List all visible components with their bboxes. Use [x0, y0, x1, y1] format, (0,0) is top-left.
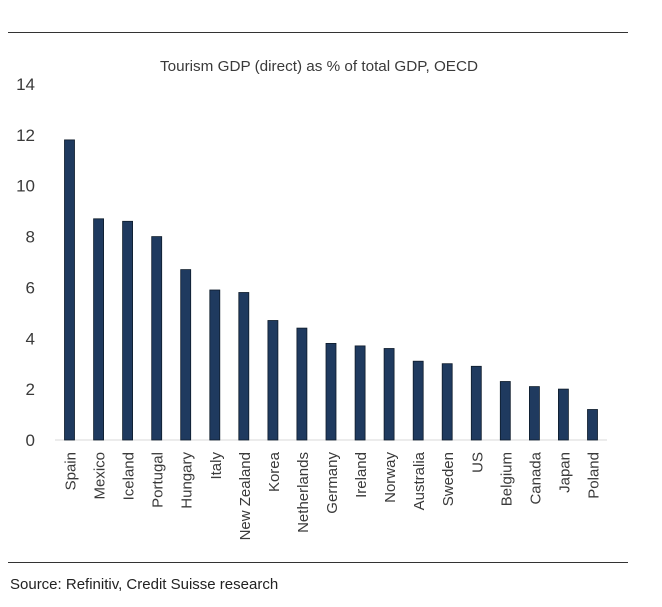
- y-tick-label: 2: [26, 380, 35, 399]
- y-tick-label: 10: [16, 177, 35, 196]
- x-tick-label: New Zealand: [237, 452, 254, 540]
- y-tick-label: 14: [16, 75, 35, 94]
- bar-belgium: [499, 381, 511, 441]
- x-tick-label: Belgium: [498, 452, 515, 506]
- x-tick-label: Hungary: [179, 452, 196, 509]
- bar-portugal: [151, 236, 163, 441]
- x-axis-labels: Spain Mexico Iceland Portugal Hungary Italy Ne…: [63, 451, 603, 540]
- x-tick-label: Canada: [527, 451, 544, 504]
- bar-italy: [209, 289, 221, 441]
- bar-us: [470, 365, 482, 441]
- x-tick-label: Ireland: [353, 452, 370, 498]
- x-tick-label: Japan: [556, 452, 573, 493]
- bar-norway: [383, 348, 395, 441]
- x-tick-label: Portugal: [150, 452, 167, 508]
- bar-germany: [325, 342, 337, 441]
- bar-poland: [587, 409, 598, 441]
- bar-hungary: [180, 269, 192, 441]
- x-tick-label: Netherlands: [295, 452, 312, 533]
- y-tick-label: 6: [26, 278, 35, 297]
- bottom-rule: [8, 562, 628, 563]
- bar-new-zealand: [238, 292, 250, 441]
- x-tick-label: Mexico: [92, 452, 109, 500]
- bar-spain: [64, 139, 75, 441]
- x-tick-label: Australia: [411, 451, 428, 510]
- y-tick-label: 8: [26, 228, 35, 247]
- x-tick-label: Iceland: [121, 452, 138, 500]
- bar-canada: [529, 386, 540, 441]
- bar-netherlands: [296, 327, 308, 441]
- bar-mexico: [93, 218, 104, 441]
- chart-title: Tourism GDP (direct) as % of total GDP, …: [160, 58, 478, 75]
- bar-australia: [412, 360, 424, 441]
- x-tick-label: Italy: [208, 452, 225, 480]
- x-tick-label: Sweden: [440, 452, 457, 506]
- x-tick-label: Germany: [324, 452, 341, 514]
- bar-iceland: [122, 220, 133, 441]
- y-tick-label: 4: [26, 329, 35, 348]
- bar-korea: [267, 320, 279, 441]
- x-tick-label: Spain: [63, 452, 80, 490]
- bar-sweden: [441, 363, 453, 441]
- y-axis: 0 2 4 6 8 10 12 14: [16, 75, 35, 450]
- bars: [64, 139, 598, 441]
- bar-ireland: [354, 345, 366, 441]
- x-tick-label: Korea: [266, 451, 283, 492]
- x-tick-label: Poland: [585, 452, 602, 499]
- bar-japan: [558, 388, 569, 441]
- source-note: Source: Refinitiv, Credit Suisse researc…: [10, 576, 279, 593]
- y-tick-label: 0: [26, 431, 35, 450]
- top-rule: [8, 32, 628, 33]
- x-tick-label: Norway: [382, 452, 399, 503]
- x-tick-label: US: [469, 452, 486, 473]
- y-tick-label: 12: [16, 126, 35, 145]
